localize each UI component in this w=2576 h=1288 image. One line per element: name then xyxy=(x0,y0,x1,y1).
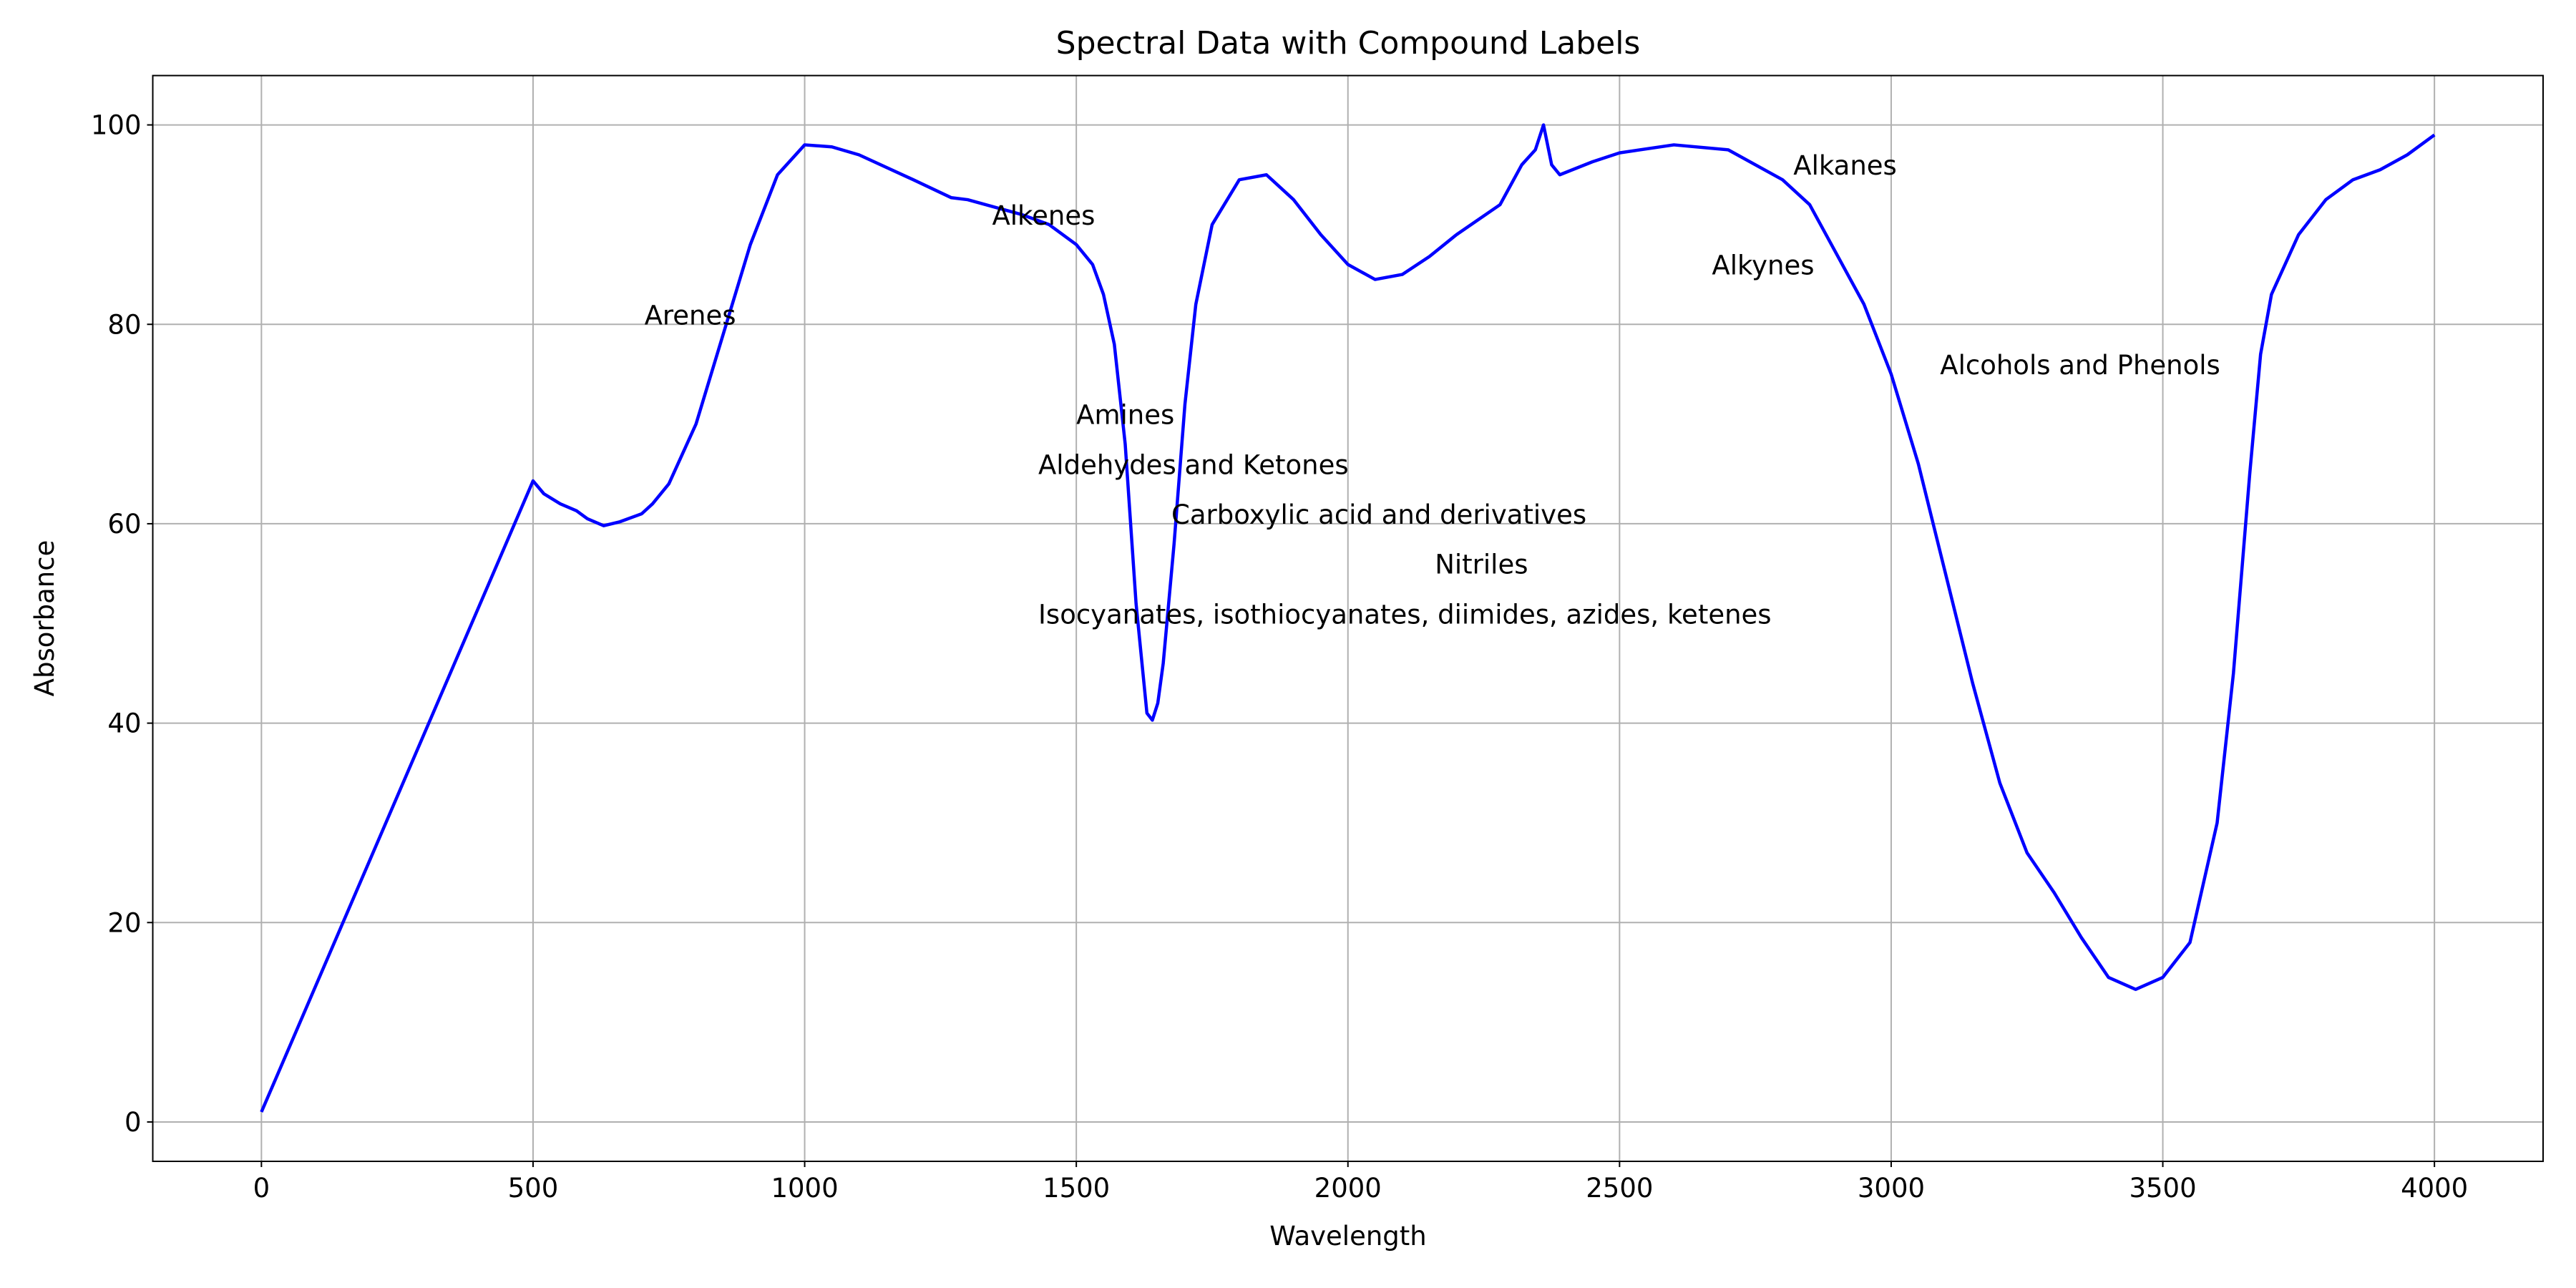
y-axis-label: Absorbance xyxy=(29,540,60,697)
annotation: Isocyanates, isothiocyanates, diimides, … xyxy=(1038,599,1772,630)
x-tick-label: 1500 xyxy=(1043,1173,1110,1204)
chart-title: Spectral Data with Compound Labels xyxy=(1056,25,1641,62)
x-tick-label: 3500 xyxy=(2129,1173,2196,1204)
y-tick-label: 60 xyxy=(107,509,141,540)
annotation: Aldehydes and Ketones xyxy=(1038,449,1349,480)
annotation: Nitriles xyxy=(1435,550,1528,580)
x-tick-label: 3000 xyxy=(1858,1173,1925,1204)
annotation: Alkynes xyxy=(1712,250,1814,281)
annotation: Amines xyxy=(1076,400,1174,431)
y-tick-label: 0 xyxy=(125,1107,142,1138)
x-tick-label: 2000 xyxy=(1314,1173,1382,1204)
plot-frame xyxy=(152,74,2544,1163)
annotation: Arenes xyxy=(645,300,736,331)
y-tick-label: 100 xyxy=(91,110,142,141)
annotation: Alkenes xyxy=(992,200,1095,231)
data-line xyxy=(260,123,2436,1113)
x-tick-label: 0 xyxy=(253,1173,270,1204)
x-axis-label: Wavelength xyxy=(1269,1221,1427,1252)
annotation: Alcohols and Phenols xyxy=(1940,350,2220,381)
x-tick-label: 500 xyxy=(508,1173,559,1204)
x-tick-label: 4000 xyxy=(2401,1173,2468,1204)
x-tick-label: 1000 xyxy=(771,1173,838,1204)
y-tick-label: 20 xyxy=(107,907,141,938)
x-tick-label: 2500 xyxy=(1586,1173,1653,1204)
annotation: Carboxylic acid and derivatives xyxy=(1171,499,1586,530)
y-tick-label: 40 xyxy=(107,708,141,739)
y-tick-label: 80 xyxy=(107,309,141,340)
annotation: Alkanes xyxy=(1793,150,1897,181)
